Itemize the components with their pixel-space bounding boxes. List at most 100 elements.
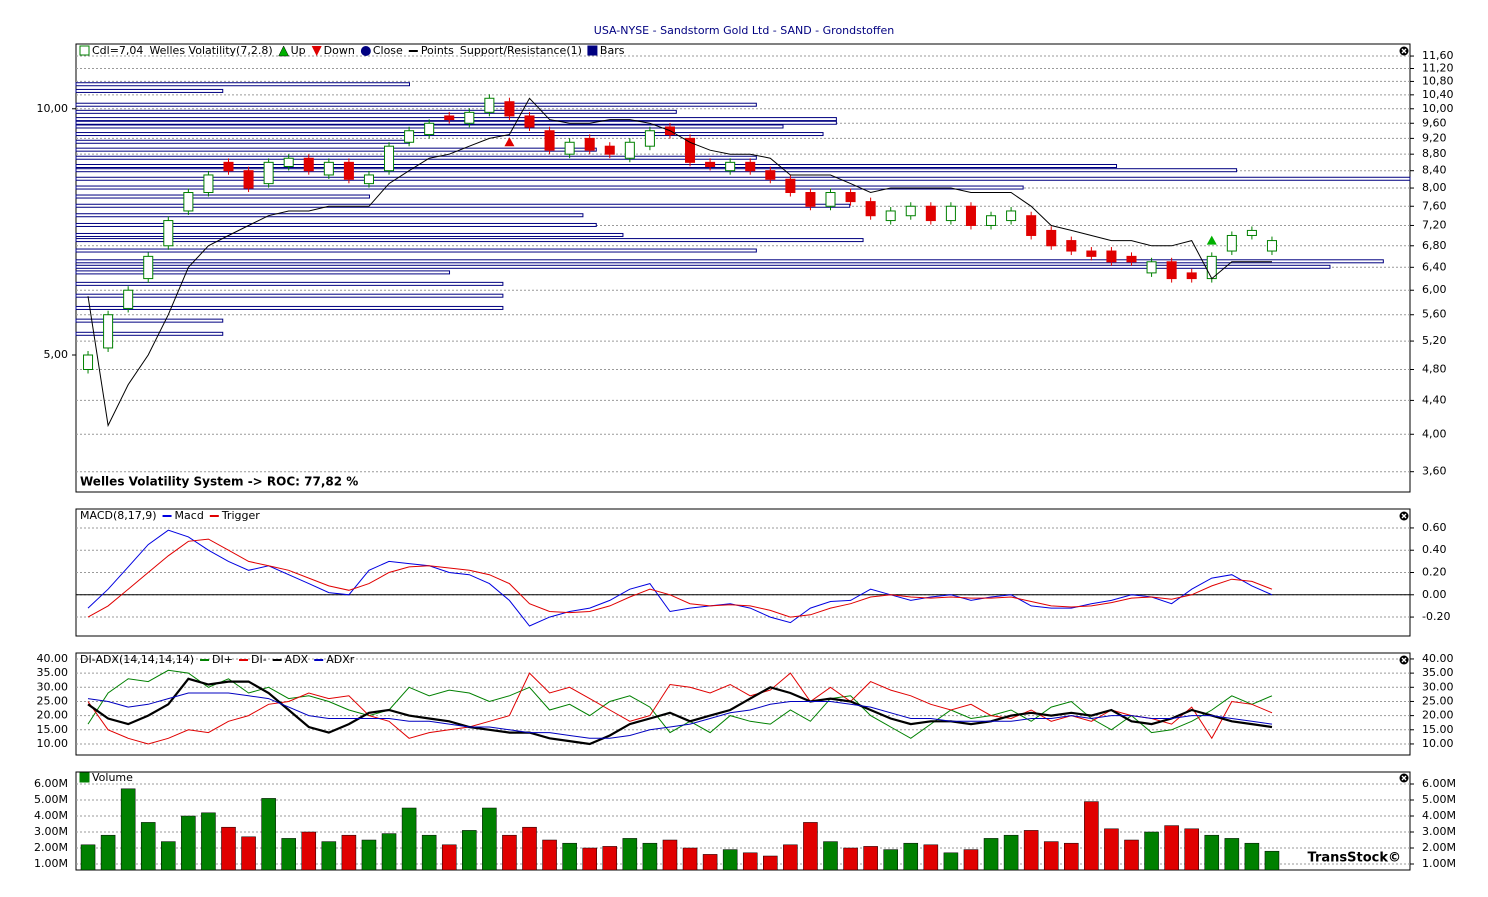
candle xyxy=(1226,234,1237,252)
y-tick-label: 8,00 xyxy=(1422,181,1447,194)
close-button[interactable] xyxy=(1399,773,1409,783)
legend-label: Support/Resistance(1) xyxy=(460,44,582,57)
candle xyxy=(945,205,956,222)
candle xyxy=(1246,229,1257,236)
line-series xyxy=(87,677,1273,746)
legend-label: Volume xyxy=(92,771,133,784)
volume-profile-bar xyxy=(75,194,370,199)
y-tick-label: 40.00 xyxy=(37,652,69,665)
candle xyxy=(1166,261,1177,280)
close-button[interactable] xyxy=(1399,46,1409,56)
legend-label: Points xyxy=(421,44,454,57)
volume-bar xyxy=(1023,830,1039,871)
volume-profile-bar xyxy=(75,82,410,87)
volume-bar xyxy=(462,830,477,871)
y-tick-label: 5,00 xyxy=(44,348,69,361)
y-tick-label: 6,80 xyxy=(1422,239,1447,252)
candle xyxy=(845,192,856,203)
legend-icon xyxy=(360,46,371,56)
volume-bar xyxy=(582,847,597,871)
volume-bar xyxy=(381,833,397,871)
y-tick-label: 8,80 xyxy=(1422,147,1447,160)
volume-bar xyxy=(281,838,296,871)
volume-bar xyxy=(702,854,718,871)
candle xyxy=(203,174,214,194)
volume-bar xyxy=(181,815,196,871)
close-button[interactable] xyxy=(1399,655,1409,665)
y-tick-label: 1.00M xyxy=(1422,857,1456,870)
y-tick-label: 3.00M xyxy=(1422,825,1456,838)
y-tick-label: 20.00 xyxy=(1422,709,1454,722)
legend-label: DI- xyxy=(251,653,267,666)
candle xyxy=(444,115,455,121)
volume-bar xyxy=(301,831,317,871)
y-tick-label: 6,00 xyxy=(1422,283,1447,296)
line-series xyxy=(87,669,1273,739)
signal-marker xyxy=(504,137,515,147)
legend-label: Close xyxy=(373,44,403,57)
volume-profile-bar xyxy=(75,139,410,144)
candle xyxy=(424,122,435,136)
candle xyxy=(965,205,976,226)
y-tick-label: 35.00 xyxy=(1422,666,1454,679)
annotation: Welles Volatility System -> ROC: 77,82 % xyxy=(80,475,358,489)
legend-icon xyxy=(587,45,598,56)
candle xyxy=(243,170,254,189)
candle xyxy=(404,130,415,143)
volume-bar xyxy=(1224,838,1240,871)
candle xyxy=(1186,272,1197,280)
volume-profile-bar xyxy=(75,203,851,208)
plots: 11,6011,2010,8010,4010,009,609,208,808,4… xyxy=(34,44,1456,871)
close-button[interactable] xyxy=(1399,511,1409,521)
volume-profile-bar xyxy=(75,109,677,114)
volume-bar xyxy=(341,834,357,871)
y-tick-label: 5.00M xyxy=(34,793,68,806)
volume-profile-bar xyxy=(75,213,584,218)
y-tick-label: 30.00 xyxy=(37,680,69,693)
candle xyxy=(805,192,816,207)
volume-profile-bar xyxy=(75,232,624,237)
candle xyxy=(745,161,756,172)
legend-icon xyxy=(278,45,290,57)
volume-bar xyxy=(1064,842,1079,871)
candle xyxy=(725,161,736,172)
candle xyxy=(1046,229,1057,247)
y-tick-label: 10.00 xyxy=(37,737,69,750)
volume-bar xyxy=(1144,831,1159,871)
volume-profile-bar xyxy=(75,168,1238,173)
line-series xyxy=(87,529,1273,627)
legend-label: Welles Volatility(7,2.8) xyxy=(149,44,272,57)
volume-bar xyxy=(682,847,698,871)
volume-profile-bar xyxy=(75,185,1024,190)
candle xyxy=(564,141,575,155)
volume-bar xyxy=(421,834,437,871)
y-tick-label: 10,00 xyxy=(37,102,69,115)
volume-bar xyxy=(722,849,738,871)
y-tick-label: 40.00 xyxy=(1422,652,1454,665)
adx-panel xyxy=(75,652,1411,756)
volume-profile-bar xyxy=(75,281,504,286)
legend-label: Bars xyxy=(600,44,625,57)
candle xyxy=(644,130,655,147)
y-tick-label: 10.00 xyxy=(1422,737,1454,750)
candle xyxy=(685,137,696,163)
candle xyxy=(83,354,94,371)
legend-label: Macd xyxy=(175,509,204,522)
candle xyxy=(343,161,354,180)
volume-bar xyxy=(1204,834,1220,871)
y-tick-label: 4,40 xyxy=(1422,393,1447,406)
candle xyxy=(1146,261,1157,274)
candle xyxy=(825,192,836,207)
y-tick-label: 4.00M xyxy=(34,809,68,822)
y-tick-label: 0.60 xyxy=(1422,521,1447,534)
candle xyxy=(223,161,234,172)
candle xyxy=(1106,250,1117,263)
candle xyxy=(123,289,134,309)
legend-label: MACD(8,17,9) xyxy=(80,509,157,522)
y-tick-label: 10,00 xyxy=(1422,102,1454,115)
volume-bar xyxy=(201,812,216,871)
volume-bar xyxy=(261,798,276,871)
volume-bar xyxy=(763,855,778,871)
y-tick-label: 3.00M xyxy=(34,825,68,838)
volume-bar xyxy=(983,838,999,871)
